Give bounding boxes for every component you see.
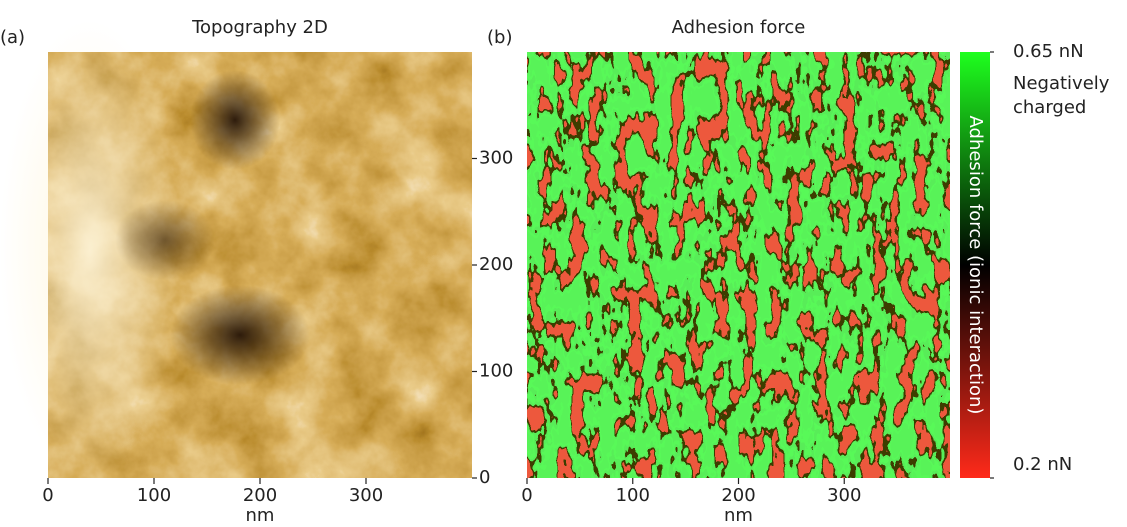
y-tick-label: 200 <box>479 254 513 275</box>
topography-image <box>0 20 472 480</box>
x-tick-label: 200 <box>721 485 755 506</box>
x-tick-label: 300 <box>827 485 861 506</box>
colorbar-annotation: Negatively charged <box>1013 73 1110 118</box>
panel-label: (a) <box>0 27 25 48</box>
chart-title: Topography 2D <box>191 17 328 38</box>
y-tick-label: 100 <box>479 361 513 382</box>
panel-label: (b) <box>487 27 512 48</box>
colorbar-tick-label: 0.2 nN <box>1013 454 1072 475</box>
x-tick-label: 0 <box>42 485 53 506</box>
x-tick-label: 300 <box>349 485 383 506</box>
y-tick-label: 0 <box>479 467 490 488</box>
colorbar-tick-label: 0.65 nN <box>1013 41 1084 62</box>
x-tick-label: 100 <box>616 485 650 506</box>
colorbar <box>960 52 990 478</box>
x-tick-label: 100 <box>137 485 171 506</box>
chart-title: Adhesion force <box>672 17 806 38</box>
colorbar-label: Adhesion force (ionic interaction) <box>965 116 986 415</box>
x-axis-label: nm <box>724 505 753 526</box>
x-tick-label: 0 <box>521 485 532 506</box>
x-axis-label: nm <box>246 505 275 526</box>
y-tick-label: 300 <box>479 148 513 169</box>
adhesion-image <box>527 52 950 478</box>
x-tick-label: 200 <box>243 485 277 506</box>
